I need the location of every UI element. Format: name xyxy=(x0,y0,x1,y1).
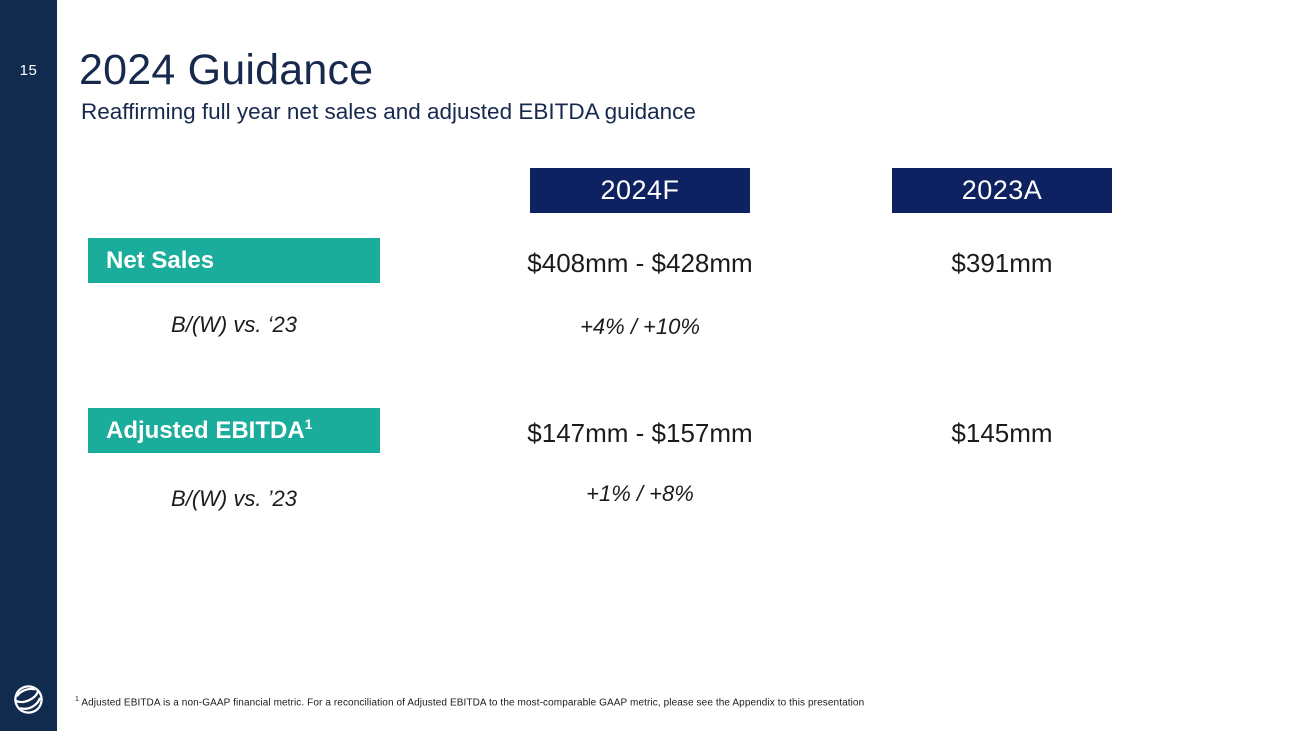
ebitda-2023a-value: $145mm xyxy=(951,418,1053,448)
net-sales-2024f-value: $408mm - $428mm xyxy=(527,248,753,278)
swirl-globe-logo-icon xyxy=(14,685,43,714)
net-sales-delta-value: +4% / +10% xyxy=(580,314,700,339)
footnote-sup: 1 xyxy=(75,696,79,703)
footnote: 1 Adjusted EBITDA is a non-GAAP financia… xyxy=(75,696,864,708)
sidebar: 15 xyxy=(0,0,57,731)
column-header-2023a: 2023A xyxy=(892,168,1112,213)
page-subtitle: Reaffirming full year net sales and adju… xyxy=(81,99,696,124)
footnote-text: Adjusted EBITDA is a non-GAAP financial … xyxy=(79,697,865,709)
column-header-2024f: 2024F xyxy=(530,168,750,213)
page-title: 2024 Guidance xyxy=(79,46,374,94)
row-label-adjusted-ebitda-sup: 1 xyxy=(304,416,313,432)
net-sales-delta-label: B/(W) vs. ‘23 xyxy=(171,312,297,337)
ebitda-2024f-value: $147mm - $157mm xyxy=(527,418,753,448)
page-number: 15 xyxy=(19,62,38,79)
row-label-net-sales: Net Sales xyxy=(88,238,380,283)
ebitda-delta-value: +1% / +8% xyxy=(586,481,694,506)
row-label-net-sales-text: Net Sales xyxy=(106,247,215,274)
row-label-adjusted-ebitda-text: Adjusted EBITDA xyxy=(106,417,305,444)
net-sales-2023a-value: $391mm xyxy=(951,248,1053,278)
ebitda-delta-label: B/(W) vs. ’23 xyxy=(171,486,297,511)
row-label-adjusted-ebitda: Adjusted EBITDA1 xyxy=(88,408,380,453)
